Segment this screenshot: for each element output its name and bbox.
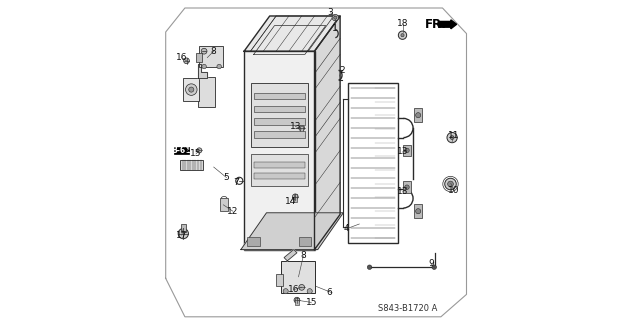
Bar [247,237,260,246]
Bar [250,154,308,186]
Polygon shape [198,64,208,78]
Text: B-61: B-61 [172,146,191,155]
Bar [294,194,297,202]
Bar [415,108,422,122]
Text: FR.: FR. [425,18,447,30]
Bar [220,198,228,211]
Bar [299,237,311,246]
Bar [415,204,422,218]
Bar [295,298,299,305]
Circle shape [334,16,337,19]
Polygon shape [244,16,340,51]
Bar [403,181,411,193]
Circle shape [283,289,288,294]
Text: 14: 14 [285,197,296,206]
Circle shape [450,136,454,140]
Bar [196,53,202,62]
Circle shape [447,132,457,143]
Circle shape [217,64,221,69]
Text: 13: 13 [289,122,301,131]
Circle shape [186,84,197,95]
Bar [281,261,314,293]
Circle shape [299,125,304,131]
Text: 1: 1 [332,24,338,33]
Text: S843-B1720 A: S843-B1720 A [379,304,438,313]
Bar [199,46,223,67]
Circle shape [197,148,202,153]
Text: 6: 6 [326,288,332,297]
Circle shape [404,148,409,153]
Bar [253,93,305,99]
Text: 16: 16 [176,53,187,62]
Bar [183,78,199,101]
Text: 3: 3 [328,8,333,17]
Circle shape [294,297,300,303]
Bar [253,162,305,168]
Text: 13: 13 [397,148,408,156]
Circle shape [189,87,194,92]
Bar [253,131,305,138]
Text: 7: 7 [233,178,239,187]
Text: 16: 16 [288,285,299,294]
Circle shape [292,194,298,200]
Polygon shape [314,16,340,250]
Circle shape [184,58,189,64]
Text: 2: 2 [339,66,345,75]
Circle shape [416,113,421,118]
Text: 11: 11 [448,132,459,140]
Text: 15: 15 [191,149,202,158]
Bar [300,126,303,134]
Circle shape [299,284,304,290]
Bar [403,145,411,156]
Text: 12: 12 [227,207,238,216]
Circle shape [367,265,372,269]
Circle shape [445,178,456,190]
FancyArrow shape [438,20,457,29]
Bar [253,106,305,112]
Text: 5: 5 [224,173,230,182]
Bar [250,83,308,147]
Circle shape [401,34,404,37]
Text: 4: 4 [343,224,349,233]
Bar [198,77,215,107]
Bar [253,173,305,179]
Circle shape [398,31,407,39]
Text: 17: 17 [176,231,187,240]
Bar [276,274,283,286]
Circle shape [178,228,189,239]
Text: 8: 8 [301,252,306,260]
Circle shape [432,265,437,269]
Polygon shape [241,213,343,250]
Circle shape [448,181,454,187]
Circle shape [201,48,207,54]
Text: 13: 13 [397,188,408,196]
Bar [174,147,189,154]
Bar [181,224,186,232]
Circle shape [332,14,338,21]
Bar [348,83,398,243]
Text: 9: 9 [428,260,434,268]
Circle shape [416,209,421,214]
Text: 18: 18 [397,20,408,28]
Bar [253,118,305,125]
Circle shape [202,64,206,69]
Bar [244,51,314,250]
Bar [180,160,203,170]
Polygon shape [284,250,297,261]
Circle shape [307,289,312,294]
Text: 10: 10 [448,186,459,195]
Text: 15: 15 [306,298,317,307]
Circle shape [404,185,409,189]
Text: 8: 8 [211,47,216,56]
